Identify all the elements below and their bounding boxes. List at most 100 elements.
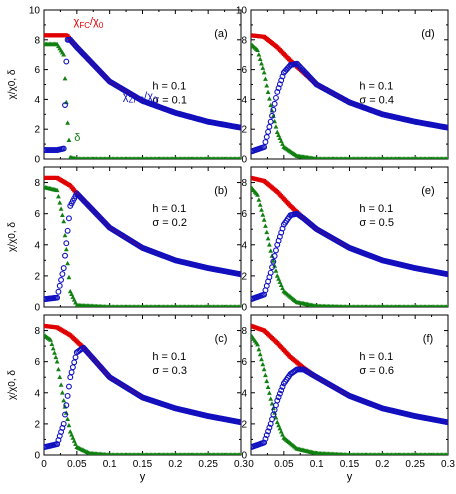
series-fc xyxy=(44,175,241,277)
zfc-point xyxy=(271,100,278,107)
delta-point xyxy=(239,156,241,159)
series-zfc xyxy=(251,366,448,451)
sigma-parameter: σ = 0.5 xyxy=(359,217,394,229)
h-parameter: h = 0.1 xyxy=(359,351,393,363)
sigma-parameter: σ = 0.3 xyxy=(152,365,187,377)
zfc-point xyxy=(273,94,279,101)
delta-point xyxy=(274,273,280,278)
y-tick-label: 2 xyxy=(34,271,40,282)
panel-label: (f) xyxy=(423,333,433,345)
zfc-point xyxy=(274,397,281,404)
delta-point xyxy=(66,274,72,280)
zfc-point xyxy=(55,288,62,295)
delta-point xyxy=(268,102,274,108)
fc-point xyxy=(239,125,241,130)
markers xyxy=(44,323,241,455)
zfc-point xyxy=(261,144,268,151)
panel-label: (e) xyxy=(421,185,434,197)
fc-point xyxy=(239,272,241,277)
y-tick-label: 8 xyxy=(241,35,247,46)
zfc-point xyxy=(59,271,66,277)
fc-label-part: /χ xyxy=(90,16,99,28)
zfc-point xyxy=(267,269,274,276)
sigma-parameter: σ = 0.4 xyxy=(359,95,394,107)
delta-point xyxy=(54,359,60,364)
zfc-point xyxy=(270,106,277,113)
panel-label: (b) xyxy=(214,185,227,197)
zfc-point xyxy=(445,124,448,131)
delta-point xyxy=(265,384,271,389)
delta-point xyxy=(260,212,266,217)
zfc-point xyxy=(62,411,68,418)
delta-point xyxy=(59,212,65,218)
y-tick-label: 6 xyxy=(241,357,247,368)
y-tick-label: 2 xyxy=(241,419,247,430)
zfc-point xyxy=(63,58,70,65)
y-tick-label: 4 xyxy=(241,388,247,399)
delta-point xyxy=(269,108,275,113)
x-tick-label: 0.15 xyxy=(133,459,153,470)
delta-point xyxy=(70,435,76,440)
zfc-point xyxy=(68,369,75,376)
delta-point xyxy=(277,279,283,284)
delta-point xyxy=(268,248,274,253)
delta-point xyxy=(259,356,264,362)
x-tick-label: 0.2 xyxy=(168,459,182,470)
y-tick-label: 4 xyxy=(34,240,40,251)
h-parameter: h = 0.1 xyxy=(359,203,393,215)
delta-point xyxy=(56,366,61,372)
x-tick-label: 0.2 xyxy=(375,459,389,470)
zfc-point xyxy=(60,420,67,427)
delta-series-label: δ xyxy=(74,132,80,144)
y-tick-label: 2 xyxy=(241,125,247,136)
zfc-point xyxy=(278,387,285,394)
series-delta xyxy=(44,184,241,307)
y-axis-label: χ/χ0, δ xyxy=(7,370,18,400)
x-axis-label: y xyxy=(347,471,353,483)
series-zfc xyxy=(44,190,241,303)
x-tick-label: 0.05 xyxy=(274,459,294,470)
delta-point xyxy=(58,382,64,387)
y-tick-label: 6 xyxy=(34,357,40,368)
y-tick-label: 0 xyxy=(241,451,247,462)
zfc-point xyxy=(56,282,63,289)
delta-point xyxy=(263,372,268,378)
delta-point xyxy=(272,263,278,268)
markers xyxy=(44,33,241,159)
delta-point xyxy=(273,124,279,129)
y-tick-label: 4 xyxy=(241,240,247,251)
x-tick-label: 0.25 xyxy=(405,459,425,470)
delta-point xyxy=(446,304,448,307)
zfc-point xyxy=(273,247,279,254)
delta-point xyxy=(69,432,74,437)
delta-point xyxy=(66,137,72,143)
delta-point xyxy=(273,268,279,273)
delta-point xyxy=(255,192,260,197)
h-parameter: h = 0.1 xyxy=(152,351,186,363)
zfc-point xyxy=(64,227,71,234)
y-tick-label: 6 xyxy=(34,65,40,76)
delta-point xyxy=(257,56,263,61)
zfc-point xyxy=(265,128,272,135)
delta-point xyxy=(259,207,264,212)
y-tick-label: 6 xyxy=(34,209,40,220)
delta-point xyxy=(266,390,272,395)
y-tick-label: 2 xyxy=(241,271,247,282)
zfc-point xyxy=(262,139,269,145)
delta-point xyxy=(54,187,60,193)
fc-point xyxy=(446,420,448,425)
markers xyxy=(251,323,448,455)
zfc-point xyxy=(238,271,241,278)
delta-point xyxy=(239,452,241,455)
delta-point xyxy=(261,217,267,222)
zfc-point xyxy=(63,402,70,409)
zfc-point xyxy=(64,392,71,399)
delta-point xyxy=(65,120,71,125)
panel-b: 0 2 4 6 8 χ/χ0, δ (b) h = 0.1 σ = 0.2 xyxy=(7,166,242,314)
x-tick-label: 0.15 xyxy=(340,459,360,470)
series-zfc xyxy=(251,60,448,155)
delta-point xyxy=(49,341,55,347)
delta-point xyxy=(264,229,270,235)
zfc-point xyxy=(276,390,283,397)
